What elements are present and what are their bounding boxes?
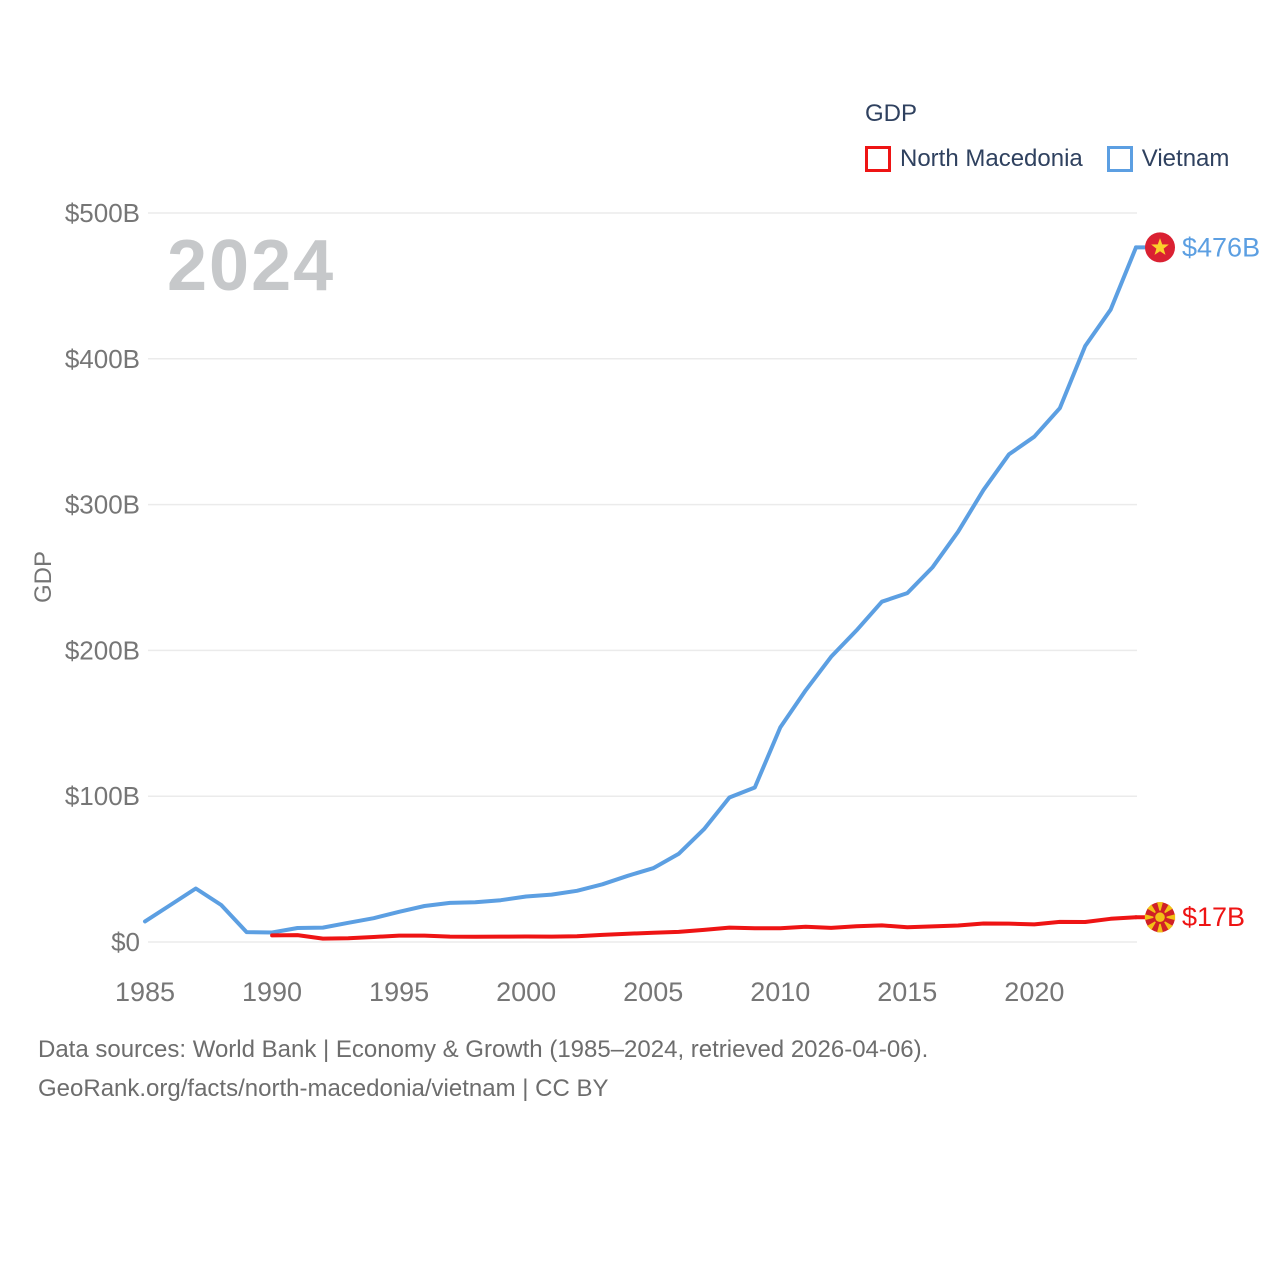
series-line-vietnam (143, 245, 1138, 935)
legend-label-vietnam: Vietnam (1141, 145, 1230, 172)
y-tick-label: $300B (65, 490, 140, 520)
sun-ray (1157, 902, 1163, 912)
footer-attribution: GeoRank.org/facts/north-macedonia/vietna… (38, 1075, 609, 1102)
sun-ray (1165, 914, 1176, 921)
legend-label-north-macedonia: North Macedonia (900, 145, 1083, 172)
footer: Data sources: World Bank | Economy & Gro… (38, 1030, 928, 1108)
legend-item-north-macedonia[interactable]: North Macedonia (865, 145, 1083, 173)
gdp-line-chart: $0 $100B $200B $300B $400B $500B 1985 1990 1995 2… (65, 198, 1260, 1007)
legend: GDP North Macedonia Vietnam (865, 100, 1229, 173)
sun-ray (1147, 921, 1157, 930)
y-tick-label: $100B (65, 781, 140, 811)
x-tick-label: 2020 (1004, 977, 1064, 1007)
sun-center (1155, 912, 1165, 923)
y-tick-label: $0 (111, 927, 140, 957)
y-tick-label: $500B (65, 198, 140, 228)
sun-ray (1147, 904, 1157, 914)
sun-ray (1163, 904, 1173, 914)
legend-items: North Macedonia Vietnam (865, 145, 1229, 173)
series-end-label-vietnam: $476B (1182, 232, 1260, 262)
sun-ray (1157, 923, 1163, 933)
vietnam-flag-icon (1145, 232, 1175, 263)
north-macedonia-swatch-icon (865, 146, 891, 172)
footer-data-sources: Data sources: World Bank | Economy & Gro… (38, 1036, 929, 1063)
series-line-north-macedonia (270, 915, 1138, 941)
y-tick-label: $200B (65, 635, 140, 665)
x-tick-label: 2005 (623, 977, 683, 1007)
north-macedonia-flag-icon (1144, 902, 1176, 933)
year-watermark: 2024 (167, 226, 336, 306)
star-shape (1151, 238, 1169, 255)
series-end-label-north-macedonia: $17B (1182, 902, 1245, 932)
x-tick-label: 2010 (750, 977, 810, 1007)
x-tick-label: 1995 (369, 977, 429, 1007)
x-tick-label: 2015 (877, 977, 937, 1007)
sun-ray (1163, 921, 1173, 930)
x-tick-label: 2000 (496, 977, 556, 1007)
y-axis-title: GDP (30, 550, 57, 604)
sun-ray (1144, 914, 1155, 921)
vietnam-swatch-icon (1106, 146, 1133, 172)
y-tick-label: $400B (65, 344, 140, 374)
legend-item-vietnam[interactable]: Vietnam (1106, 145, 1230, 173)
x-tick-label: 1985 (115, 977, 175, 1007)
x-tick-label: 1990 (242, 977, 302, 1007)
legend-title: GDP (865, 100, 918, 127)
